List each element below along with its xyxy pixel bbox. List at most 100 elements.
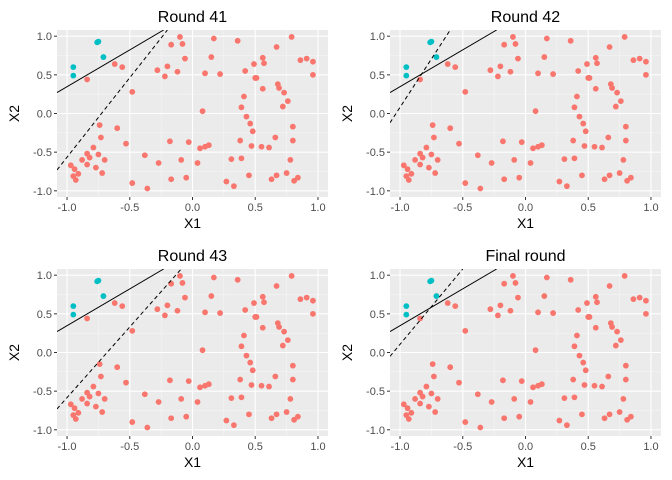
data-point-red (217, 310, 224, 316)
data-point-red (599, 144, 605, 151)
data-point-red (594, 60, 600, 67)
data-point-red (543, 274, 550, 281)
data-point-red (462, 327, 469, 334)
data-point-red (452, 64, 459, 71)
data-point-red (261, 60, 267, 67)
data-point-red (129, 88, 136, 95)
data-point-red (556, 178, 563, 185)
data-point-red (516, 174, 523, 181)
data-point-red (194, 160, 201, 166)
data-point-red (75, 409, 82, 416)
data-point-red (592, 324, 599, 331)
data-point-red (614, 89, 620, 96)
data-point-red (527, 399, 534, 405)
data-point-red (84, 161, 91, 168)
x-tick-label: 1.0 (643, 202, 658, 214)
data-point-red (620, 156, 627, 163)
data-point-red (288, 34, 295, 40)
data-point-red (511, 395, 518, 402)
data-point-red (404, 166, 411, 173)
data-point-red (462, 88, 469, 95)
data-point-red (456, 379, 462, 386)
data-point-cyan (403, 64, 410, 71)
data-point-red (178, 395, 185, 402)
dashed-boundary-line (57, 269, 182, 410)
y-tick-label: 0.5 (37, 309, 52, 321)
y-tick-label: -1.0 (33, 186, 52, 198)
data-point-red (287, 156, 294, 163)
data-point-red (248, 382, 255, 388)
data-point-red (591, 382, 598, 389)
data-point-red (228, 156, 235, 163)
x-tick-label: -1.0 (58, 202, 77, 214)
data-point-red (622, 376, 629, 383)
data-point-red (101, 156, 108, 163)
data-point-red (417, 161, 424, 168)
data-point-red (92, 403, 99, 410)
data-point-red (168, 415, 175, 422)
data-point-red (501, 280, 508, 287)
data-point-red (580, 120, 587, 127)
data-point-red (543, 35, 550, 42)
data-point-red (258, 143, 265, 150)
data-point-red (79, 395, 85, 402)
data-point-red (574, 93, 580, 100)
data-point-red (500, 138, 506, 145)
y-tick-label: -0.5 (366, 386, 385, 398)
data-point-cyan (403, 303, 410, 310)
data-point-red (67, 162, 74, 169)
data-point-red (71, 405, 78, 412)
panel-title: Round 42 (491, 9, 560, 26)
data-point-red (174, 307, 181, 314)
x-tick-label: 0.5 (581, 202, 596, 214)
data-point-red (164, 302, 171, 309)
data-point-red (95, 390, 102, 397)
y-tick-label: -1.0 (366, 186, 385, 198)
y-tick-label: -0.5 (33, 386, 52, 398)
data-point-red (246, 172, 252, 179)
data-point-red (550, 71, 557, 77)
data-point-red (294, 174, 301, 181)
data-point-red (95, 151, 102, 158)
x-tick-label: 0.0 (518, 202, 533, 214)
data-point-red (575, 307, 582, 313)
data-point-red (530, 384, 536, 391)
data-point-red (622, 123, 629, 130)
data-point-red (297, 57, 304, 64)
data-point-red (452, 303, 459, 310)
x-axis-title: X1 (517, 454, 534, 470)
data-point-red (123, 379, 129, 386)
data-point-red (571, 343, 578, 350)
lines-layer (57, 269, 182, 410)
data-point-red (591, 143, 598, 150)
data-point-red (289, 137, 296, 144)
data-point-red (249, 128, 256, 135)
y-axis-title: X2 (339, 105, 355, 122)
data-point-red (419, 393, 426, 400)
x-axis-title: X1 (184, 215, 201, 231)
data-point-red (141, 152, 148, 159)
data-point-red (242, 68, 249, 74)
x-tick-label: -0.5 (120, 441, 139, 453)
x-tick-label: 0.5 (581, 441, 596, 453)
data-point-red (530, 145, 536, 152)
data-point-red (444, 300, 451, 306)
data-point-red (622, 362, 629, 369)
data-point-red (96, 361, 103, 367)
data-point-red (462, 419, 469, 425)
data-point-red (79, 156, 85, 163)
data-point-red (643, 58, 649, 65)
data-point-red (177, 273, 183, 279)
data-point-red (581, 143, 588, 149)
data-point-red (516, 413, 523, 420)
data-point-red (284, 98, 291, 105)
data-point-cyan (433, 54, 440, 60)
data-point-red (217, 71, 224, 77)
data-point-red (417, 76, 424, 83)
data-point-red (228, 395, 235, 402)
data-point-red (527, 160, 534, 166)
data-point-red (243, 113, 250, 120)
data-point-red (310, 297, 316, 304)
data-point-red (582, 367, 589, 374)
data-point-red (268, 176, 275, 183)
